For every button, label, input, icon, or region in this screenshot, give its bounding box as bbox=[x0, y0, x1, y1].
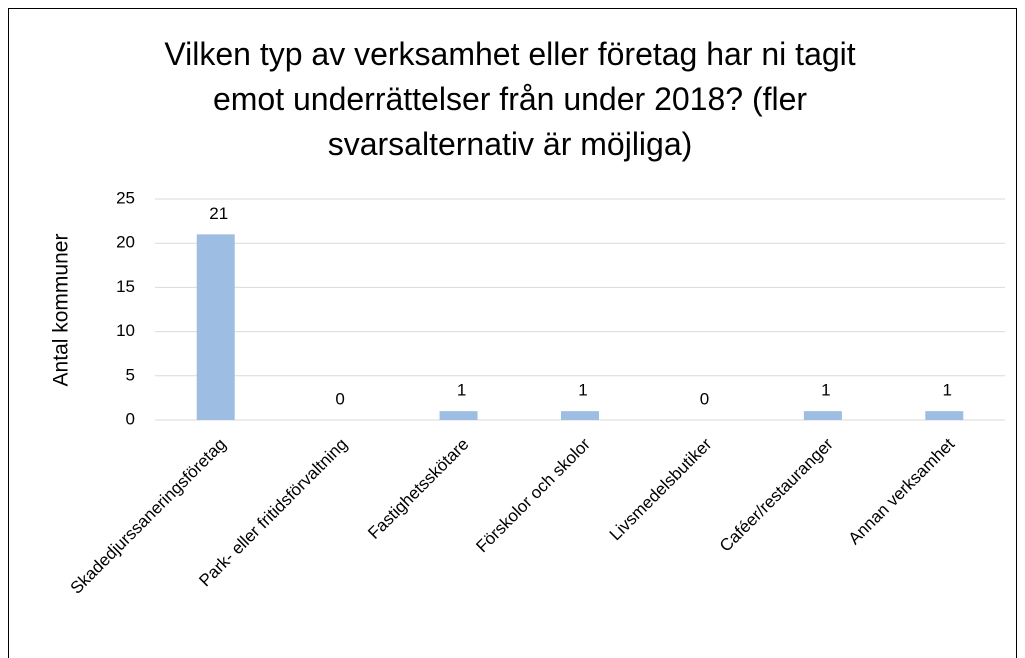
y-tick-label: 10 bbox=[116, 321, 135, 340]
chart-border bbox=[8, 8, 1017, 658]
data-label: 1 bbox=[943, 381, 952, 400]
chart-title: Vilken typ av verksamhet eller företag h… bbox=[164, 36, 856, 162]
bar bbox=[196, 234, 235, 420]
y-tick-label: 0 bbox=[126, 409, 135, 428]
data-label: 1 bbox=[578, 381, 587, 400]
x-tick-label: Annan verksamhet bbox=[845, 434, 959, 548]
bar bbox=[925, 411, 964, 420]
y-tick-label: 25 bbox=[116, 188, 135, 207]
data-label: 1 bbox=[457, 381, 466, 400]
bar bbox=[561, 411, 599, 420]
bar bbox=[803, 411, 842, 420]
x-tick-label: Förskolor och skolor bbox=[472, 434, 594, 556]
x-tick-label: Fastighetsskötare bbox=[364, 435, 472, 543]
y-tick-label: 15 bbox=[116, 277, 135, 296]
y-tick-label: 5 bbox=[126, 365, 135, 384]
x-tick-label: Caféer/restauranger bbox=[716, 434, 837, 555]
data-label: 21 bbox=[209, 204, 228, 223]
bar bbox=[439, 411, 478, 420]
y-tick-label: 20 bbox=[116, 233, 135, 252]
data-label: 0 bbox=[700, 389, 709, 408]
y-axis-label: Antal kommuner bbox=[50, 234, 73, 387]
x-tick-label: Livsmedelsbutiker bbox=[606, 434, 716, 544]
data-label: 0 bbox=[335, 389, 344, 408]
data-label: 1 bbox=[821, 381, 830, 400]
